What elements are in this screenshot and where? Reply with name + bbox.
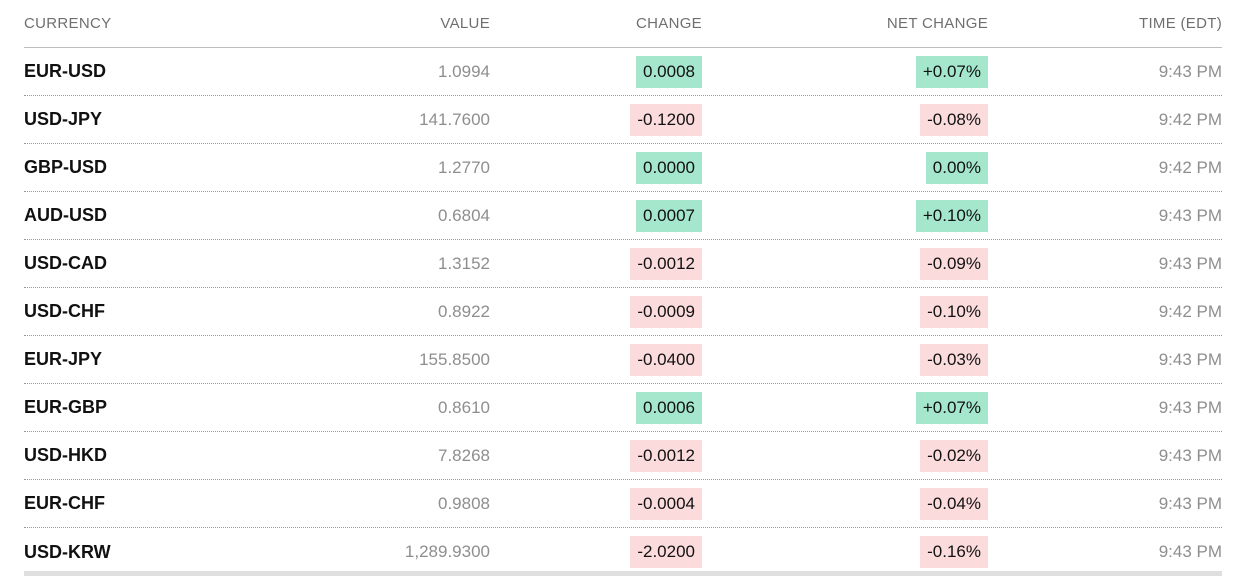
quote-time: 9:42 PM (1158, 109, 1222, 129)
net-change-badge: +0.07% (915, 391, 988, 424)
currency-value: 1.0994 (438, 61, 490, 81)
change-badge: -0.0012 (630, 439, 702, 472)
quote-time: 9:43 PM (1158, 349, 1222, 369)
quote-time: 9:43 PM (1158, 542, 1222, 561)
change-badge: -0.0004 (630, 487, 702, 520)
currency-value: 7.8268 (438, 445, 490, 465)
currency-pair[interactable]: EUR-USD (24, 61, 107, 81)
net-change-badge: -0.02% (920, 439, 988, 472)
table-body: EUR-USD 1.0994 0.0008 +0.07% 9:43 PM USD-JPY 1… (24, 48, 1222, 576)
quote-time: 9:43 PM (1158, 205, 1222, 225)
quote-time: 9:43 PM (1158, 445, 1222, 465)
currency-pair[interactable]: USD-CAD (24, 253, 107, 273)
currency-pair[interactable]: AUD-USD (24, 205, 107, 225)
currency-value: 155.8500 (419, 349, 490, 369)
table-row: AUD-USD 0.6804 0.0007 +0.10% 9:43 PM (24, 192, 1222, 240)
currency-value: 1.3152 (438, 253, 490, 273)
currency-pair[interactable]: USD-HKD (24, 445, 107, 465)
currency-value: 1.2770 (438, 157, 490, 177)
change-badge: 0.0006 (636, 391, 702, 424)
table-row: USD-CHF 0.8922 -0.0009 -0.10% 9:42 PM (24, 288, 1222, 336)
quote-time: 9:42 PM (1158, 157, 1222, 177)
currency-pair[interactable]: USD-CHF (24, 301, 105, 321)
quote-time: 9:43 PM (1158, 493, 1222, 513)
table-header-row: CURRENCY VALUE CHANGE NET CHANGE TIME (E… (24, 0, 1222, 48)
currency-pair[interactable]: EUR-CHF (24, 493, 105, 513)
net-change-badge: -0.08% (920, 103, 988, 136)
net-change-badge: +0.07% (915, 55, 988, 88)
currency-pair[interactable]: EUR-JPY (24, 349, 103, 369)
table-row: EUR-USD 1.0994 0.0008 +0.07% 9:43 PM (24, 48, 1222, 96)
change-badge: -0.0012 (630, 247, 702, 280)
change-badge: -0.0400 (630, 343, 702, 376)
net-change-badge: -0.16% (920, 536, 988, 568)
column-header-net-change: NET CHANGE (886, 15, 988, 32)
table-row: USD-JPY 141.7600 -0.1200 -0.08% 9:42 PM (24, 96, 1222, 144)
quote-time: 9:42 PM (1158, 301, 1222, 321)
table-row: USD-CAD 1.3152 -0.0012 -0.09% 9:43 PM (24, 240, 1222, 288)
currency-pair[interactable]: USD-JPY (24, 109, 103, 129)
change-badge: -0.1200 (630, 103, 702, 136)
table-row: EUR-CHF 0.9808 -0.0004 -0.04% 9:43 PM (24, 480, 1222, 528)
table-row: GBP-USD 1.2770 0.0000 0.00% 9:42 PM (24, 144, 1222, 192)
currency-value: 0.6804 (438, 205, 490, 225)
currency-value: 0.8922 (438, 301, 490, 321)
net-change-badge: -0.09% (920, 247, 988, 280)
currency-pair[interactable]: USD-KRW (24, 541, 111, 562)
change-badge: 0.0008 (636, 55, 702, 88)
change-badge: 0.0000 (636, 151, 702, 184)
net-change-badge: -0.03% (920, 343, 988, 376)
net-change-badge: +0.10% (915, 199, 988, 232)
column-header-change: CHANGE (636, 15, 702, 32)
table-row: EUR-JPY 155.8500 -0.0400 -0.03% 9:43 PM (24, 336, 1222, 384)
currency-pair[interactable]: GBP-USD (24, 157, 108, 177)
quote-time: 9:43 PM (1158, 61, 1222, 81)
currency-value: 0.9808 (438, 493, 490, 513)
table-row: USD-KRW 1,289.9300 -2.0200 -0.16% 9:43 PM (24, 528, 1222, 576)
column-header-value: VALUE (440, 15, 490, 32)
currency-table: CURRENCY VALUE CHANGE NET CHANGE TIME (E… (24, 0, 1222, 576)
net-change-badge: 0.00% (925, 151, 988, 184)
change-badge: 0.0007 (636, 199, 702, 232)
net-change-badge: -0.04% (920, 487, 988, 520)
currency-value: 141.7600 (419, 109, 490, 129)
column-header-time: TIME (EDT) (1139, 15, 1222, 32)
net-change-badge: -0.10% (920, 295, 988, 328)
currency-value: 1,289.9300 (404, 542, 490, 561)
table-row: EUR-GBP 0.8610 0.0006 +0.07% 9:43 PM (24, 384, 1222, 432)
change-badge: -2.0200 (630, 536, 702, 568)
table-row: USD-HKD 7.8268 -0.0012 -0.02% 9:43 PM (24, 432, 1222, 480)
currency-pair[interactable]: EUR-GBP (24, 397, 108, 417)
quote-time: 9:43 PM (1158, 397, 1222, 417)
currency-value: 0.8610 (438, 397, 490, 417)
change-badge: -0.0009 (630, 295, 702, 328)
column-header-currency: CURRENCY (24, 15, 112, 32)
quote-time: 9:43 PM (1158, 253, 1222, 273)
bottom-divider-bar (24, 571, 1222, 576)
